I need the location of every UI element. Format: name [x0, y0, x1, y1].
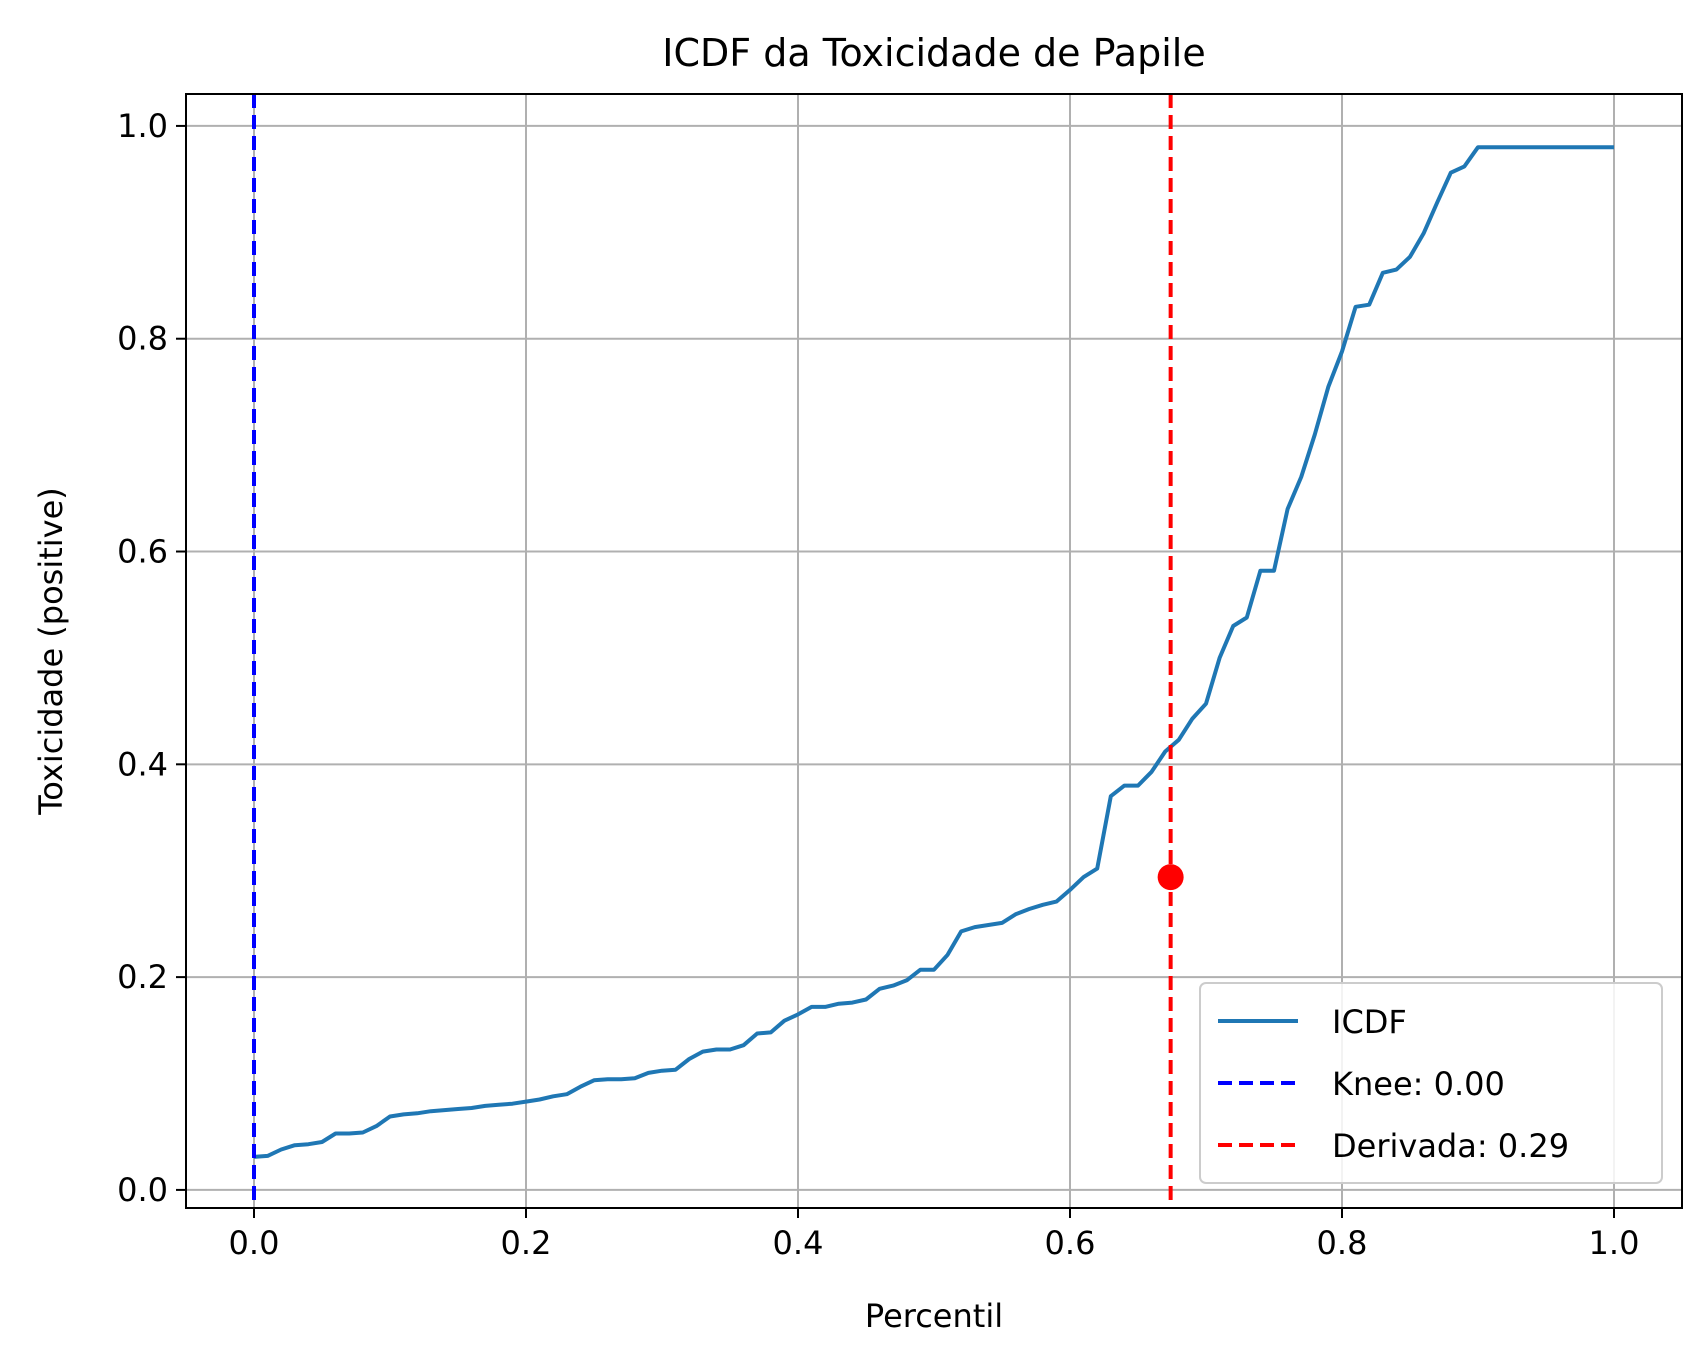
y-tick-label: 0.2 — [117, 958, 168, 996]
legend: ICDF Knee: 0.00 Derivada: 0.29 — [1199, 982, 1663, 1184]
x-axis-ticks: 0.0 0.2 0.4 0.6 0.8 1.0 — [229, 1208, 1640, 1262]
legend-label: Knee: 0.00 — [1332, 1065, 1505, 1103]
x-axis-label: Percentil — [865, 1297, 1003, 1335]
icdf-line — [253, 145, 1614, 1159]
x-tick-label: 0.6 — [1045, 1224, 1096, 1262]
y-tick-label: 0.8 — [117, 320, 168, 358]
y-axis-ticks: 0.0 0.2 0.4 0.6 0.8 1.0 — [117, 107, 186, 1209]
y-tick-label: 0.4 — [117, 745, 168, 783]
legend-label: ICDF — [1332, 1003, 1407, 1041]
x-tick-label: 0.2 — [501, 1224, 552, 1262]
plot-frame — [185, 93, 1683, 1209]
x-tick-label: 0.0 — [229, 1224, 280, 1262]
x-tick-label: 1.0 — [1589, 1224, 1640, 1262]
y-tick-label: 1.0 — [117, 107, 168, 145]
legend-label: Derivada: 0.29 — [1332, 1127, 1569, 1165]
y-axis-label: Toxicidade (positive) — [32, 487, 70, 816]
x-tick-label: 0.4 — [773, 1224, 824, 1262]
x-tick-label: 0.8 — [1317, 1224, 1368, 1262]
plot-lines — [252, 94, 1614, 1208]
grid-lines — [186, 94, 1682, 1208]
derivative-point — [1157, 864, 1184, 891]
y-tick-label: 0.6 — [117, 533, 168, 571]
chart-title: ICDF da Toxicidade de Papile — [662, 31, 1205, 75]
y-tick-label: 0.0 — [117, 1171, 168, 1209]
plot-markers — [1157, 864, 1184, 891]
legend-box — [1199, 982, 1663, 1184]
